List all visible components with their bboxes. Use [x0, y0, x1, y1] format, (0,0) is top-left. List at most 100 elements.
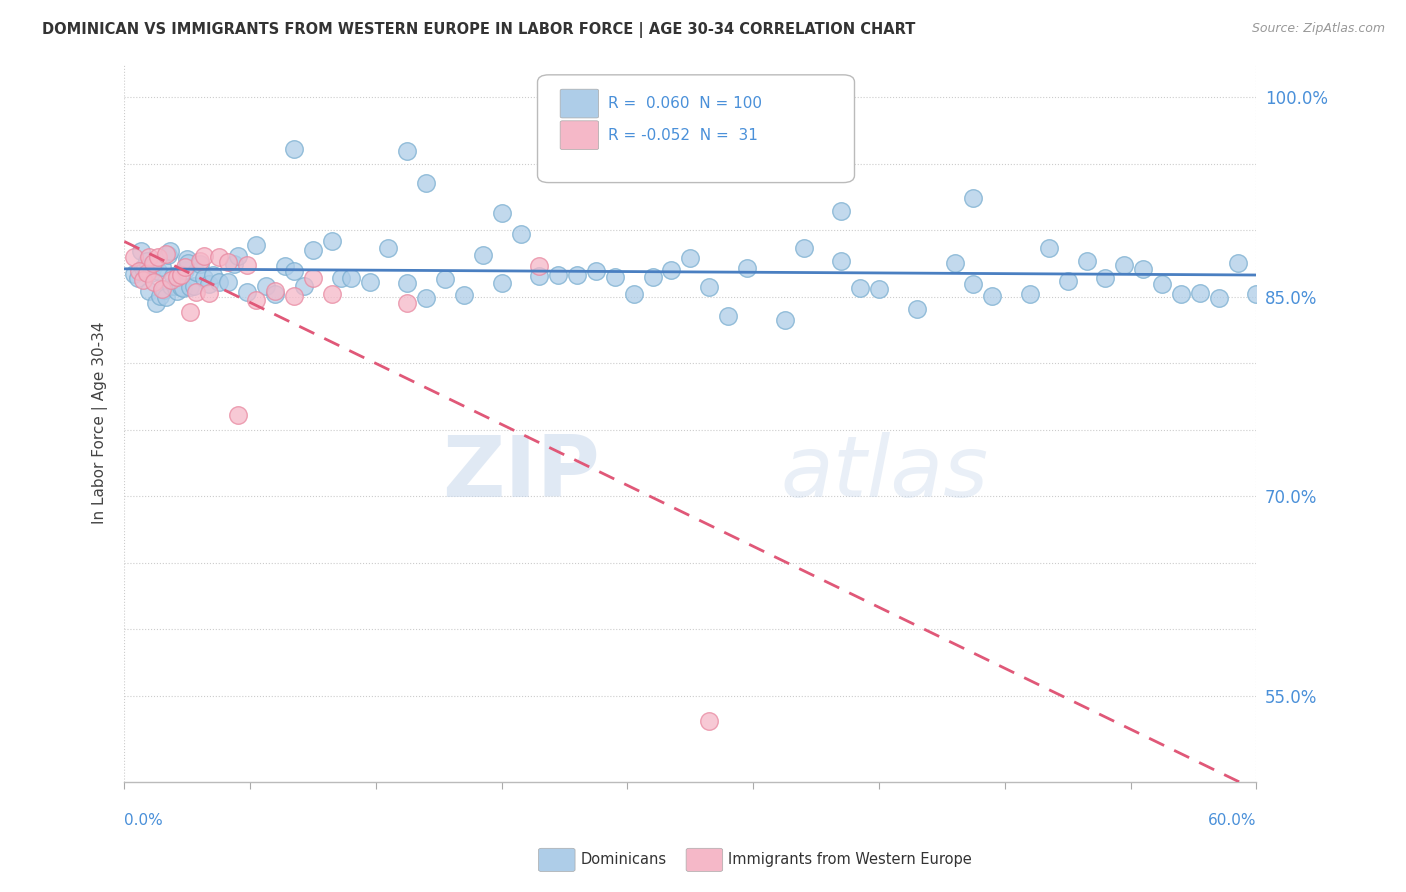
Point: [134, 261, 156, 276]
Point: [623, 287, 645, 301]
Point: [359, 276, 381, 290]
Point: [184, 265, 207, 279]
Point: [273, 259, 295, 273]
Point: [603, 269, 626, 284]
Point: [321, 286, 343, 301]
Point: [1282, 274, 1305, 288]
Point: [162, 268, 184, 283]
Point: [201, 268, 224, 282]
Point: [145, 295, 167, 310]
Point: [156, 247, 179, 261]
Text: Source: ZipAtlas.com: Source: ZipAtlas.com: [1251, 22, 1385, 36]
Point: [208, 275, 231, 289]
Point: [292, 279, 315, 293]
Point: [217, 254, 239, 268]
Point: [236, 258, 259, 272]
Point: [208, 250, 231, 264]
Point: [962, 191, 984, 205]
Point: [155, 247, 177, 261]
Point: [697, 280, 720, 294]
Point: [148, 250, 170, 264]
Point: [127, 271, 149, 285]
Point: [321, 235, 343, 249]
Point: [661, 263, 683, 277]
Point: [415, 176, 437, 190]
Point: [1150, 277, 1173, 292]
Point: [122, 250, 145, 264]
Point: [150, 260, 173, 275]
Point: [962, 277, 984, 292]
Point: [155, 290, 177, 304]
Point: [735, 261, 758, 276]
Point: [150, 282, 173, 296]
Point: [491, 206, 513, 220]
Point: [491, 276, 513, 290]
Point: [1094, 270, 1116, 285]
Point: [641, 270, 664, 285]
Text: 0.0%: 0.0%: [124, 813, 163, 828]
Point: [396, 145, 419, 159]
Point: [283, 264, 305, 278]
Point: [283, 142, 305, 156]
Point: [170, 268, 193, 283]
Point: [142, 256, 165, 270]
Point: [697, 714, 720, 729]
Point: [217, 275, 239, 289]
Point: [830, 203, 852, 218]
Point: [222, 257, 245, 271]
Point: [193, 270, 215, 285]
Point: [245, 293, 267, 307]
Point: [170, 280, 193, 294]
Point: [177, 255, 200, 269]
Point: [236, 285, 259, 299]
Point: [264, 285, 287, 299]
Point: [143, 275, 166, 289]
Point: [283, 289, 305, 303]
Text: ZIP: ZIP: [441, 432, 600, 515]
Point: [193, 249, 215, 263]
Point: [905, 301, 928, 316]
Point: [1056, 274, 1078, 288]
Point: [1170, 286, 1192, 301]
Point: [173, 260, 195, 275]
FancyBboxPatch shape: [537, 75, 855, 183]
Point: [396, 276, 419, 290]
Text: Immigrants from Western Europe: Immigrants from Western Europe: [728, 853, 972, 867]
Point: [453, 288, 475, 302]
Text: R = -0.052  N =  31: R = -0.052 N = 31: [607, 128, 758, 143]
Point: [1114, 258, 1136, 272]
Point: [1038, 241, 1060, 255]
Point: [198, 277, 221, 291]
Point: [547, 268, 569, 282]
Point: [184, 285, 207, 300]
FancyBboxPatch shape: [560, 89, 599, 118]
Y-axis label: In Labor Force | Age 30-34: In Labor Force | Age 30-34: [93, 322, 108, 524]
Point: [849, 281, 872, 295]
Point: [160, 273, 183, 287]
Point: [773, 313, 796, 327]
Point: [179, 305, 201, 319]
Point: [226, 408, 249, 422]
Point: [981, 289, 1004, 303]
Point: [585, 263, 607, 277]
Point: [1132, 262, 1154, 277]
Point: [138, 285, 160, 299]
Point: [139, 266, 162, 280]
Text: 60.0%: 60.0%: [1208, 813, 1257, 828]
Point: [245, 238, 267, 252]
Point: [434, 271, 457, 285]
Point: [138, 250, 160, 264]
Text: atlas: atlas: [780, 432, 988, 515]
Point: [128, 263, 150, 277]
FancyBboxPatch shape: [560, 120, 599, 150]
Point: [415, 291, 437, 305]
Point: [471, 247, 494, 261]
Point: [188, 254, 211, 268]
Point: [148, 264, 170, 278]
Point: [717, 309, 740, 323]
Point: [1264, 271, 1286, 285]
Point: [179, 279, 201, 293]
Point: [1076, 254, 1098, 268]
Point: [143, 258, 166, 272]
Point: [302, 243, 325, 257]
